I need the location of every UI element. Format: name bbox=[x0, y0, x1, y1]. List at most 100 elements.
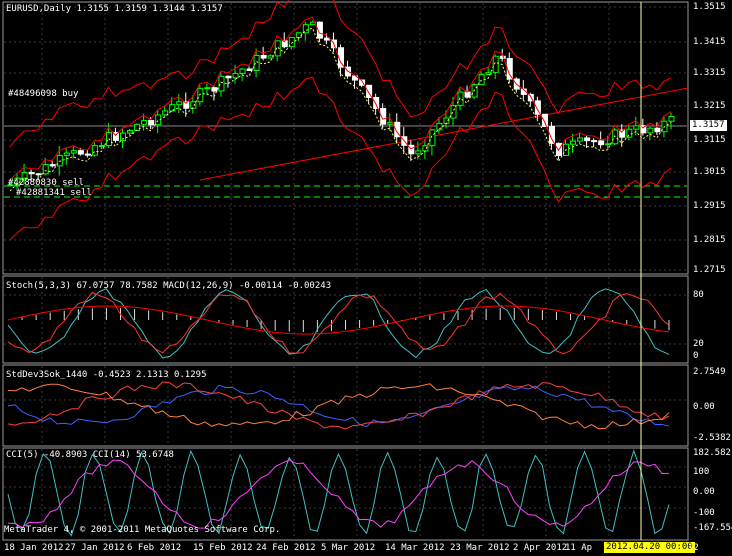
date-tick: 15 Feb 2012 bbox=[193, 543, 253, 553]
price-plot[interactable] bbox=[4, 0, 689, 241]
stoch-main-line bbox=[7, 288, 670, 359]
price-tick: 1.3315 bbox=[693, 68, 726, 78]
panel-border-2 bbox=[2, 364, 689, 447]
price-tick: 1.3015 bbox=[693, 167, 726, 177]
price-tick: 1.2915 bbox=[693, 201, 726, 211]
stddev-orange-line bbox=[7, 383, 670, 430]
candle-body bbox=[232, 72, 239, 79]
order-label-sell-2: #42881341 sell bbox=[16, 188, 92, 198]
candle-body bbox=[499, 55, 506, 59]
date-axis-last: 12 bbox=[688, 543, 699, 553]
candle-body bbox=[120, 132, 127, 141]
candle-body bbox=[619, 129, 626, 138]
candle-body bbox=[70, 150, 77, 154]
candle-body bbox=[302, 24, 309, 34]
candle-body bbox=[169, 104, 176, 112]
candle-body bbox=[394, 121, 401, 138]
candle-body bbox=[584, 137, 591, 142]
stoch-tick-20: 20 bbox=[693, 339, 704, 349]
date-tick: 24 Feb 2012 bbox=[256, 543, 316, 553]
candle-body bbox=[429, 129, 436, 147]
candle-body bbox=[380, 108, 387, 125]
candle-body bbox=[471, 84, 478, 98]
date-tick: 14 Mar 2012 bbox=[385, 543, 445, 553]
macd-signal-line bbox=[7, 305, 670, 335]
candle-body bbox=[591, 140, 598, 143]
grid-lines bbox=[4, 3, 687, 539]
candle-body bbox=[267, 55, 274, 59]
candle-body bbox=[373, 97, 380, 110]
cci-label: CCI(5) -40.8903 CCI(14) 53.6748 bbox=[6, 450, 174, 460]
candle-body bbox=[654, 127, 661, 133]
candle-body bbox=[436, 122, 443, 131]
candle-body bbox=[134, 123, 141, 131]
candle-body bbox=[274, 40, 281, 57]
candle-body bbox=[183, 101, 190, 109]
candle-body bbox=[260, 55, 267, 59]
candle-body bbox=[63, 152, 70, 156]
moving-average bbox=[9, 27, 672, 192]
candle-body bbox=[7, 184, 14, 187]
stddev-blue-line bbox=[7, 384, 670, 428]
candle-body bbox=[239, 68, 246, 74]
candle-body bbox=[422, 145, 429, 152]
candle-body bbox=[197, 87, 204, 103]
candle-body bbox=[598, 140, 605, 146]
date-tick: 18 Jan 2012 bbox=[4, 543, 64, 553]
date-tick: 23 Mar 2012 bbox=[450, 543, 510, 553]
stddev-tick-zero: 0.00 bbox=[693, 402, 715, 412]
band-upper bbox=[9, 0, 672, 148]
candle-body bbox=[464, 91, 471, 98]
candle-body bbox=[91, 145, 98, 156]
candle-body bbox=[246, 68, 253, 71]
candle-body bbox=[316, 21, 323, 39]
candle-body bbox=[56, 154, 63, 167]
cci14-line bbox=[7, 459, 669, 529]
date-tick: 11 Ap bbox=[565, 543, 593, 553]
stddev-plot[interactable] bbox=[7, 381, 670, 430]
candle-body bbox=[28, 171, 35, 175]
candle-body bbox=[98, 144, 105, 147]
date-tick: 5 Mar 2012 bbox=[321, 543, 376, 553]
price-tick: 1.3115 bbox=[693, 135, 726, 145]
stddev-label: StdDev3Sok_1440 -0.4523 2.1313 0.1295 bbox=[6, 370, 207, 380]
panel-border-0 bbox=[2, 1, 689, 275]
cci-tick-100: 100 bbox=[693, 467, 710, 477]
candle-body bbox=[112, 131, 120, 141]
candle-body bbox=[162, 110, 169, 116]
order-label-buy: #48496098 buy bbox=[8, 89, 79, 99]
stddev-red-line bbox=[7, 381, 670, 430]
candle-body bbox=[492, 55, 499, 73]
candle-body bbox=[49, 164, 56, 167]
candle-body bbox=[612, 129, 619, 145]
stoch-plot[interactable] bbox=[7, 288, 670, 359]
candle-body bbox=[141, 119, 148, 125]
stoch-tick-0: 0 bbox=[693, 351, 699, 361]
candle-body bbox=[190, 101, 197, 109]
candle-body bbox=[577, 137, 584, 142]
price-tick: 1.3515 bbox=[693, 2, 726, 12]
candle-body bbox=[534, 100, 541, 115]
cci-tick-0: 0.00 bbox=[693, 487, 715, 497]
candle-body bbox=[225, 75, 232, 79]
candle-body bbox=[35, 173, 42, 176]
panel-border-1 bbox=[2, 275, 689, 364]
cci-tick-182: 182.582 bbox=[693, 448, 731, 458]
candle-body bbox=[366, 84, 373, 99]
cci-plot[interactable] bbox=[7, 449, 670, 537]
candle-body bbox=[42, 164, 49, 175]
candle-body bbox=[605, 143, 612, 146]
candle-body bbox=[633, 125, 640, 130]
candle-body bbox=[211, 87, 218, 92]
panel-frames bbox=[2, 1, 689, 541]
copyright-text: MetaTrader 4, © 2001-2011 MetaQuotes Sof… bbox=[4, 525, 281, 535]
candle-body bbox=[204, 87, 211, 90]
candle-body bbox=[176, 101, 183, 106]
band-lower bbox=[9, 76, 672, 241]
candle-body bbox=[548, 126, 555, 144]
stoch-tick-80: 80 bbox=[693, 290, 704, 300]
candle-body bbox=[408, 144, 415, 155]
candle-body bbox=[457, 91, 464, 107]
price-tick: 1.3415 bbox=[693, 37, 726, 47]
